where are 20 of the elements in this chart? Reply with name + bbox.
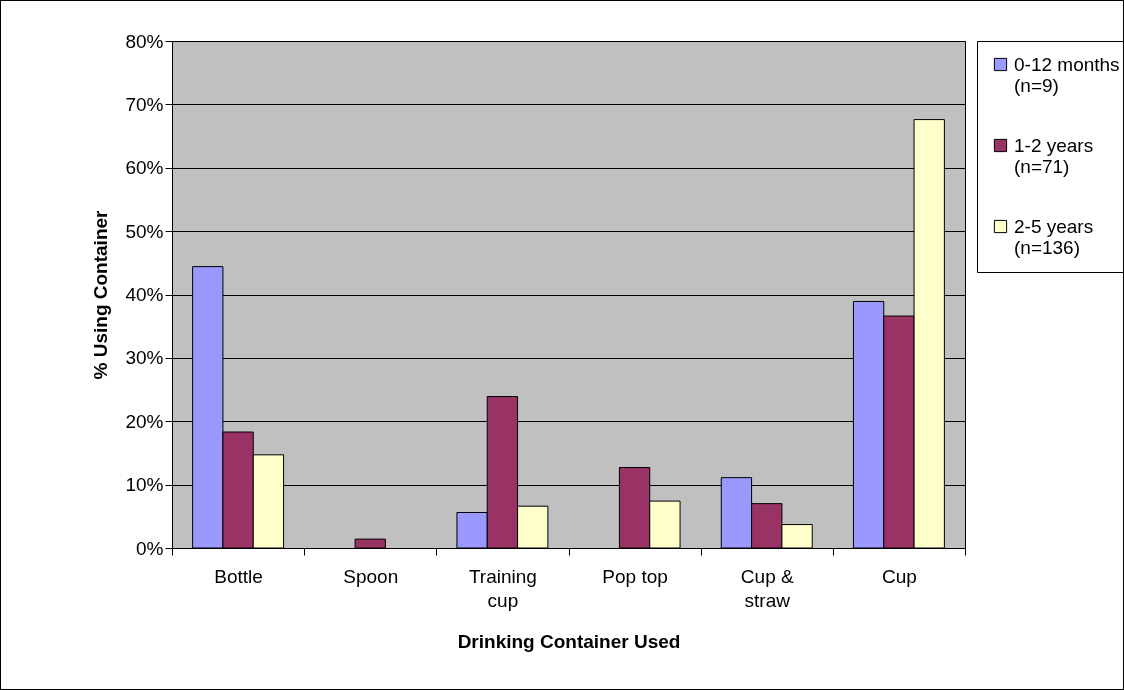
y-tick-label: 50% bbox=[125, 220, 164, 242]
x-tick-label: Cup & straw bbox=[740, 565, 794, 611]
y-tick-label: 10% bbox=[125, 474, 164, 496]
legend-label: 1-2 years (n=71) bbox=[1014, 134, 1094, 177]
y-axis-title: % Using Container bbox=[90, 209, 112, 380]
y-tick-label: 0% bbox=[136, 537, 164, 559]
y-tick-label: 80% bbox=[125, 30, 164, 52]
x-tick-label: Pop top bbox=[602, 565, 668, 587]
x-tick-label: Training cup bbox=[468, 565, 537, 611]
y-tick-label: 60% bbox=[125, 157, 164, 179]
legend-label: 0-12 months (n=9) bbox=[1014, 53, 1120, 96]
x-axis-title: Drinking Container Used bbox=[457, 630, 681, 652]
legend-label: 2-5 years (n=136) bbox=[1014, 215, 1094, 258]
y-tick-label: 30% bbox=[125, 347, 164, 369]
x-tick-label: Bottle bbox=[214, 565, 263, 587]
x-tick-label: Spoon bbox=[343, 565, 399, 587]
y-tick-label: 40% bbox=[125, 284, 164, 305]
x-tick-label: Cup bbox=[881, 565, 917, 587]
y-tick-label: 70% bbox=[125, 93, 164, 115]
y-tick-label: 20% bbox=[125, 410, 164, 432]
